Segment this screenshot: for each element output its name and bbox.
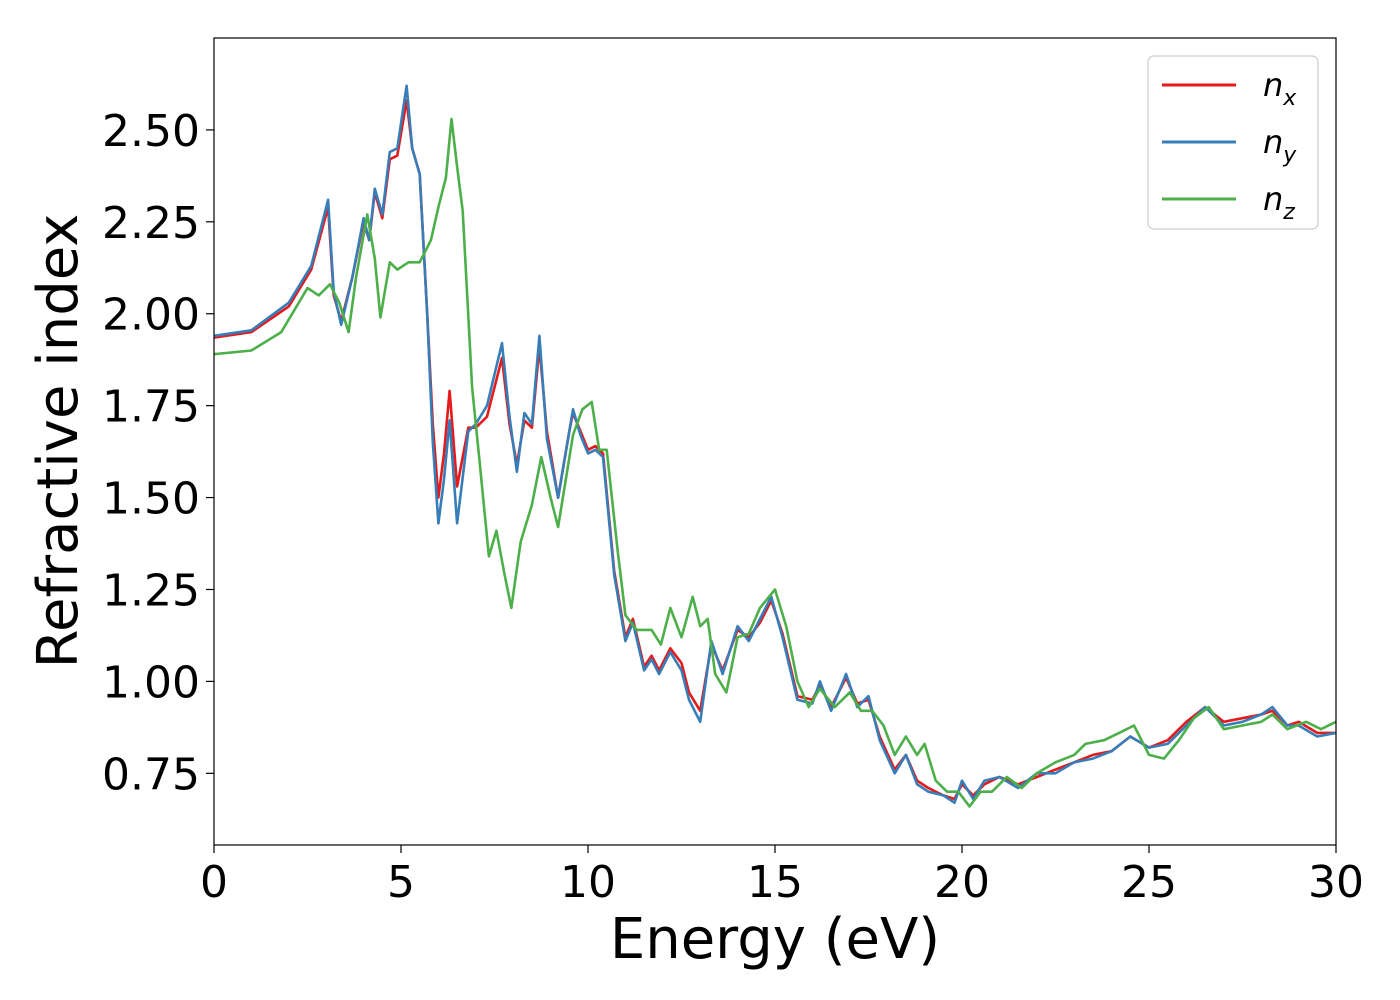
y-tick-label: 1.25 [102, 565, 200, 616]
y-tick-label: 1.75 [102, 382, 200, 433]
y-tick-label: 1.50 [102, 474, 200, 525]
legend-label-z: nz [1263, 180, 1295, 225]
x-tick-label: 30 [1308, 857, 1364, 908]
y-tick-label: 2.50 [102, 106, 200, 157]
series-line-y [214, 84, 1336, 804]
x-tick-label: 0 [200, 857, 228, 908]
series-layer [214, 84, 1336, 808]
x-tick-label: 15 [747, 857, 803, 908]
legend-label-x: nx [1263, 66, 1297, 111]
y-tick-label: 0.75 [102, 749, 200, 800]
y-axis-label: Refractive index [26, 214, 91, 669]
y-tick-label: 2.25 [102, 198, 200, 249]
y-tick-label: 2.00 [102, 290, 200, 341]
x-tick-label: 10 [560, 857, 616, 908]
legend-label-y: ny [1263, 123, 1297, 168]
x-tick-label: 5 [387, 857, 415, 908]
y-tick-label: 1.00 [102, 657, 200, 708]
series-line-z [214, 117, 1336, 808]
x-tick-label: 20 [934, 857, 990, 908]
x-axis: 0 5 10 15 20 25 30 [200, 845, 1364, 908]
y-axis: 0.75 1.00 1.25 1.50 1.75 2.00 2.25 2.50 [102, 106, 214, 800]
legend: nx ny nz [1147, 55, 1319, 230]
x-tick-label: 25 [1121, 857, 1177, 908]
x-axis-label: Energy (eV) [610, 907, 940, 972]
